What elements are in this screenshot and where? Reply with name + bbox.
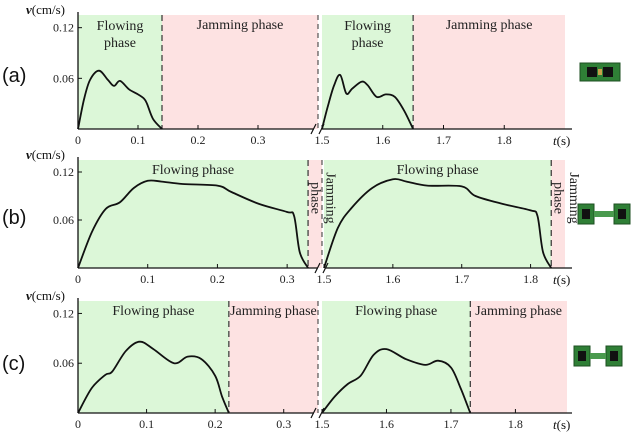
y-tick-label: 0.12 xyxy=(53,306,74,320)
jamming-phase-region xyxy=(470,301,567,413)
jamming-phase-region xyxy=(228,301,318,413)
x-tick-label: 1.6 xyxy=(385,272,400,286)
x-tick-label: 1.7 xyxy=(436,133,451,147)
velocity-line-left xyxy=(77,340,230,414)
x-tick-label: 0.3 xyxy=(251,133,266,147)
phase-label: Flowing phase xyxy=(397,163,479,178)
phase-label: Flowing phase xyxy=(344,19,391,51)
axis-break-mark xyxy=(314,262,321,274)
x-tick-label: 1.6 xyxy=(375,133,390,147)
flowing-phase-region xyxy=(322,15,414,129)
x-tick-label: 1.8 xyxy=(508,417,523,431)
y-tick-label: 0.06 xyxy=(53,356,74,370)
phase-label: Jamming phase xyxy=(446,18,533,33)
phase-label: Jammingphase xyxy=(550,172,580,223)
jamming-phase-region xyxy=(413,15,565,129)
x-tick-label: 0 xyxy=(75,272,81,286)
phase-label: Flowing phase xyxy=(112,304,194,319)
flowing-phase-region xyxy=(322,301,471,413)
gripper-robot-icon xyxy=(577,203,631,225)
flowing-phase-region xyxy=(78,160,309,268)
velocity-line-right xyxy=(321,348,472,414)
x-tick-label: 1.6 xyxy=(379,417,394,431)
velocity-line-right xyxy=(321,73,414,130)
axis-break-mark xyxy=(310,123,317,135)
x-tick-label: 1.5 xyxy=(317,272,332,286)
y-tick-label: 0.06 xyxy=(53,71,74,85)
chart-panel-2: Flowing phase Jammingphase Flowing phase Ja… xyxy=(2,147,631,287)
x-tick-label: 0.2 xyxy=(191,133,206,147)
phase-label: Flowing phase xyxy=(355,304,437,319)
y-axis-label: v(cm/s) xyxy=(26,2,65,17)
phase-label: Flowing phase xyxy=(97,19,144,51)
x-tick-label: 1.7 xyxy=(443,417,458,431)
x-axis-label: t(s) xyxy=(553,133,570,148)
x-tick-label: 0.2 xyxy=(208,417,223,431)
flowing-phase-region xyxy=(324,160,552,268)
y-axis-label: v(cm/s) xyxy=(26,147,65,162)
jamming-phase-region xyxy=(308,160,322,268)
gripper-robot-icon xyxy=(573,345,623,367)
y-tick-label: 0.12 xyxy=(53,21,74,35)
y-tick-label: 0.12 xyxy=(53,165,74,179)
flowing-phase-region xyxy=(78,301,229,413)
gripper-robot-icon xyxy=(579,62,621,82)
chart-panel-3: Flowing phase Jamming phase Flowing phase J… xyxy=(2,288,623,432)
x-tick-label: 0.1 xyxy=(140,272,155,286)
panel-label: (b) xyxy=(2,207,26,229)
phase-label: Jammingphase xyxy=(307,172,337,223)
phase-label: Jamming phase xyxy=(197,18,284,33)
velocity-line-right xyxy=(323,178,553,269)
x-axis-label: t(s) xyxy=(553,272,570,287)
x-tick-label: 1.8 xyxy=(523,272,538,286)
y-tick-label: 0.06 xyxy=(53,213,74,227)
panel-label: (c) xyxy=(2,353,25,375)
chart-panel-1: Flowing phase Jamming phase Flowing phase Jam… xyxy=(2,2,621,148)
x-tick-label: 0.1 xyxy=(131,133,146,147)
axis-break-mark xyxy=(322,262,329,274)
x-tick-label: 1.5 xyxy=(315,417,330,431)
jamming-phase-region xyxy=(551,160,565,268)
x-tick-label: 0.3 xyxy=(276,417,291,431)
x-tick-label: 0 xyxy=(75,133,81,147)
x-tick-label: 1.7 xyxy=(454,272,469,286)
phase-label: Jamming phase xyxy=(230,304,317,319)
x-tick-label: 1.8 xyxy=(497,133,512,147)
x-tick-label: 1.5 xyxy=(315,133,330,147)
x-tick-label: 0.1 xyxy=(139,417,154,431)
x-tick-label: 0.2 xyxy=(210,272,225,286)
velocity-line-left xyxy=(77,179,309,269)
y-axis-label: v(cm/s) xyxy=(26,288,65,303)
panel-label: (a) xyxy=(2,65,26,87)
phase-label: Jamming phase xyxy=(475,304,562,319)
flowing-phase-region xyxy=(78,15,162,129)
jamming-phase-region xyxy=(162,15,318,129)
x-tick-label: 0 xyxy=(75,417,81,431)
velocity-line-left xyxy=(77,69,163,130)
phase-label: Flowing phase xyxy=(152,163,234,178)
x-axis-label: t(s) xyxy=(553,417,570,432)
x-tick-label: 0.3 xyxy=(280,272,295,286)
axis-break-mark xyxy=(310,407,317,419)
